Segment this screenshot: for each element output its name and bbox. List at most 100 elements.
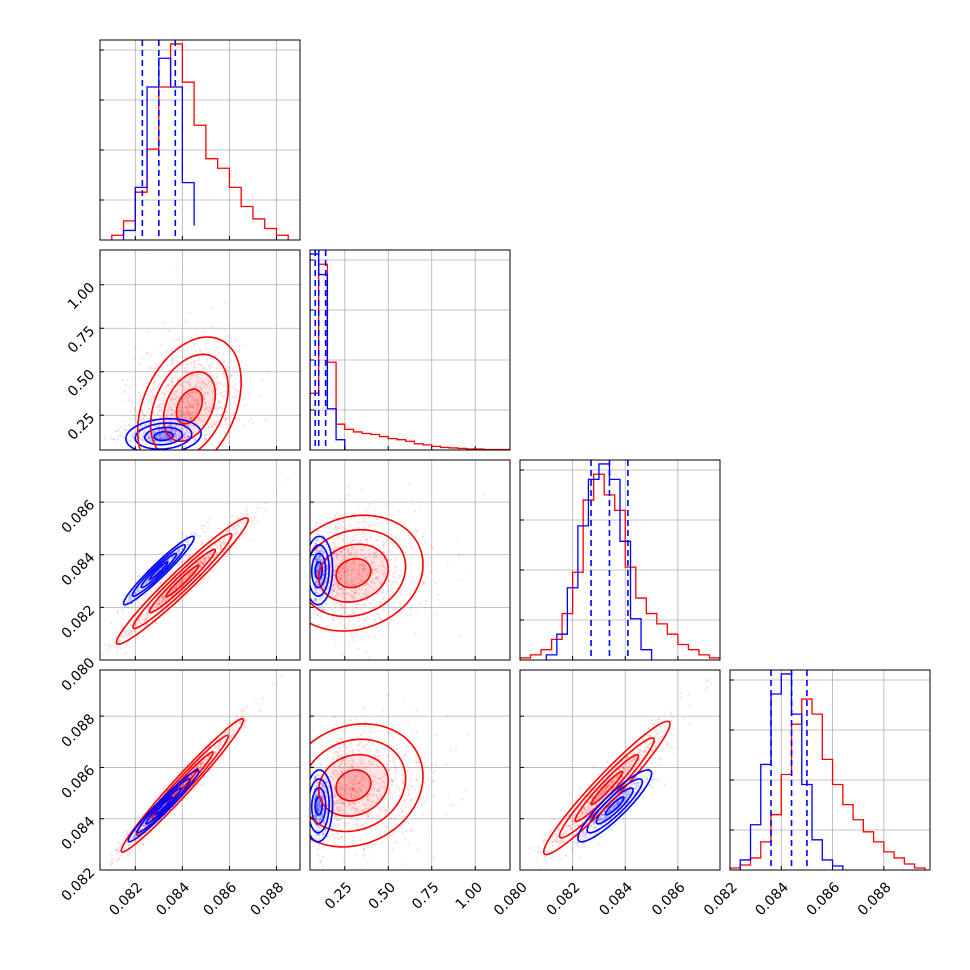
- scatter-point: [375, 751, 378, 754]
- scatter-point: [198, 417, 201, 420]
- scatter-point: [320, 560, 323, 563]
- scatter-point: [132, 836, 136, 839]
- scatter-point: [175, 584, 178, 587]
- scatter-point: [355, 577, 358, 580]
- scatter-point: [135, 420, 138, 423]
- scatter-point: [345, 564, 348, 567]
- scatter-point: [174, 433, 177, 436]
- scatter-point: [132, 437, 135, 440]
- scatter-point: [142, 385, 145, 388]
- scatter-point: [313, 611, 316, 614]
- scatter-point: [199, 364, 202, 368]
- scatter-point: [188, 411, 191, 414]
- scatter-point: [342, 570, 345, 574]
- scatter-point: [157, 602, 161, 606]
- scatter-point: [383, 541, 387, 545]
- scatter-point: [199, 766, 203, 770]
- panel-frame: [309, 459, 511, 661]
- scatter-point: [338, 579, 341, 582]
- scatter-point: [337, 570, 341, 573]
- scatter-point: [171, 357, 174, 360]
- scatter-point: [411, 556, 415, 559]
- scatter-point: [174, 435, 177, 438]
- scatter-point: [220, 408, 224, 411]
- scatter-point: [338, 519, 341, 523]
- scatter-point: [115, 848, 118, 851]
- scatter-point: [391, 581, 394, 584]
- scatter-point: [148, 604, 151, 607]
- scatter-point: [214, 745, 218, 748]
- scatter-point: [155, 603, 158, 607]
- scatter-point: [316, 555, 319, 559]
- scatter-point: [225, 410, 228, 414]
- scatter-point: [158, 383, 161, 386]
- scatter-point: [176, 550, 179, 553]
- scatter-point: [403, 538, 406, 541]
- scatter-point: [216, 382, 219, 385]
- scatter-point: [365, 567, 368, 571]
- scatter-point: [381, 590, 384, 593]
- scatter-point: [392, 572, 395, 575]
- scatter-point: [134, 592, 137, 595]
- scatter-point: [379, 553, 382, 556]
- scatter-point: [199, 762, 202, 765]
- scatter-point: [167, 611, 170, 614]
- scatter-point: [332, 541, 335, 544]
- red-contour: [148, 548, 217, 614]
- scatter-point: [199, 783, 202, 787]
- scatter-point: [356, 762, 359, 766]
- scatter-point: [124, 631, 127, 634]
- scatter-point: [373, 635, 377, 638]
- scatter-point: [322, 570, 325, 573]
- scatter-point: [204, 401, 207, 404]
- scatter-point: [241, 716, 244, 719]
- scatter-point: [339, 578, 342, 581]
- scatter-point: [127, 396, 130, 399]
- scatter-point: [358, 591, 361, 594]
- scatter-point: [161, 368, 164, 371]
- scatter-point: [170, 413, 173, 416]
- scatter-point: [148, 367, 151, 370]
- scatter-point: [411, 499, 414, 502]
- scatter-point: [258, 709, 261, 712]
- scatter-point: [215, 387, 218, 390]
- scatter-point: [320, 604, 323, 608]
- scatter-point: [178, 410, 181, 413]
- scatter-point: [198, 559, 201, 562]
- blue-contour: [143, 426, 184, 446]
- scatter-point: [186, 540, 189, 543]
- scatter-point: [168, 405, 171, 408]
- scatter-point: [393, 764, 396, 767]
- scatter-point: [389, 583, 393, 586]
- scatter-point: [335, 591, 338, 594]
- scatter-point: [158, 376, 162, 379]
- scatter-point: [318, 593, 321, 596]
- scatter-point: [178, 403, 181, 406]
- scatter-point: [152, 432, 155, 436]
- scatter-point: [193, 360, 196, 363]
- scatter-point: [353, 788, 356, 791]
- scatter-point: [356, 571, 359, 574]
- scatter-point: [179, 547, 182, 550]
- scatter-point: [314, 557, 317, 560]
- scatter-point: [152, 420, 155, 423]
- scatter-point: [339, 570, 342, 574]
- scatter-point: [393, 817, 396, 820]
- blue-contour: [134, 422, 193, 450]
- scatter-point: [175, 429, 179, 433]
- scatter-point: [132, 597, 135, 600]
- scatter-point: [161, 599, 164, 602]
- scatter-point: [226, 530, 229, 533]
- scatter-point: [334, 586, 337, 589]
- scatter-point: [194, 532, 197, 535]
- scatter-point: [114, 429, 117, 433]
- scatter-point: [325, 560, 328, 563]
- scatter-point: [314, 599, 317, 602]
- scatter-point: [233, 733, 236, 736]
- scatter-point: [203, 525, 206, 528]
- scatter-point: [179, 410, 182, 413]
- scatter-point: [334, 611, 337, 614]
- scatter-point: [148, 579, 151, 583]
- scatter-point: [200, 562, 203, 565]
- scatter-point: [160, 436, 163, 439]
